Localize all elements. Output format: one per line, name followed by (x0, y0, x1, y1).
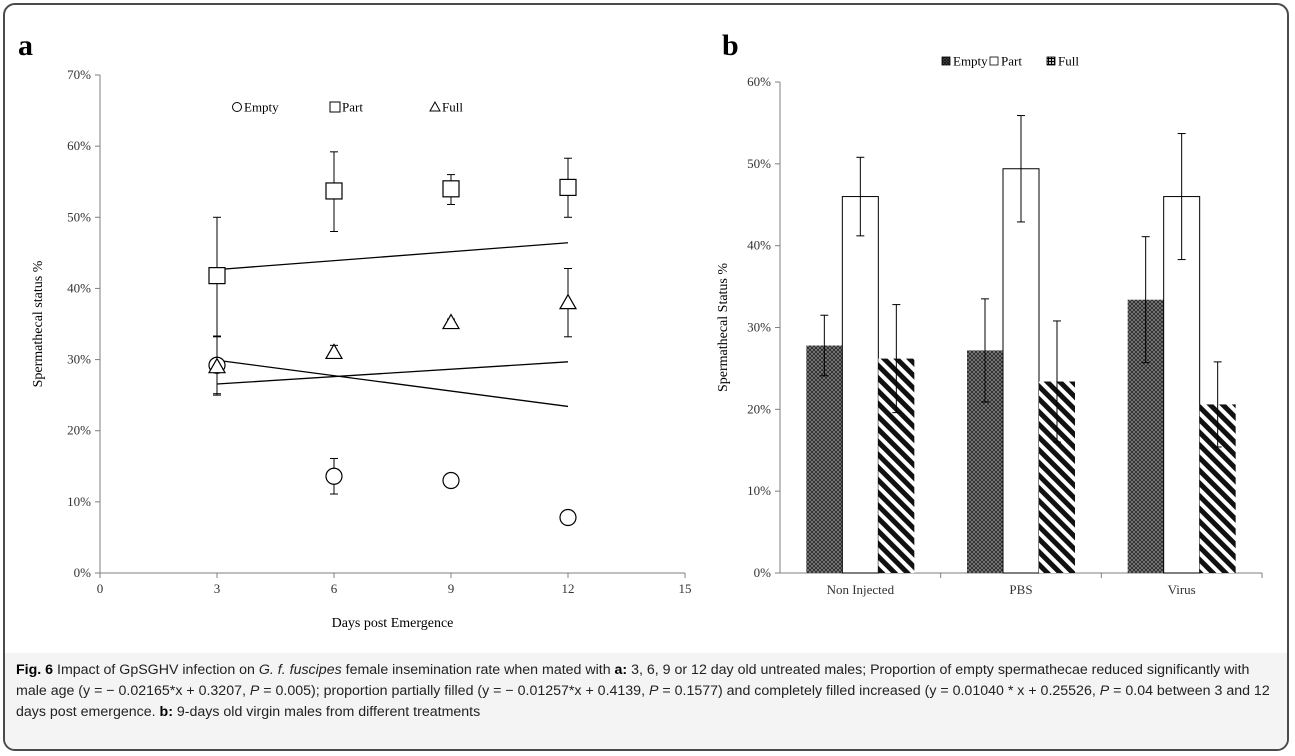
panel-b-legend-swatch (989, 56, 999, 66)
caption-text-4: = 0.005); proportion partially filled (y… (259, 683, 649, 699)
caption-text-6: = 0.04 between 3 and 12 days post emerge… (16, 683, 1270, 720)
panel-b-y-tick-label: 40% (747, 238, 771, 253)
panel-b-group-pbs (967, 115, 1075, 574)
panel-b-y-tick-label: 20% (747, 401, 771, 416)
panel-a-point (441, 313, 461, 330)
panel-b-bar-part (1002, 168, 1040, 574)
panel-b-group-non-injected (806, 156, 915, 574)
figure-caption: Fig. 6 Impact of GpSGHV infection on G. … (16, 660, 1280, 723)
panel-a-series-part (208, 151, 577, 337)
panel-b-legend-label: Part (1001, 54, 1022, 69)
panel-b-bar-empty (806, 345, 843, 573)
panel-b-legend-swatch (941, 56, 951, 66)
panel-b-y-tick-label: 0% (754, 565, 772, 580)
panel-a-point (442, 180, 460, 198)
caption-text-7: 9-days old virgin males from different t… (172, 704, 481, 720)
panel-a-point (325, 182, 343, 200)
panel-a-x-tick-label: 15 (679, 581, 692, 596)
panel-b-group-virus (1127, 133, 1236, 574)
caption-p-2: P (648, 683, 659, 699)
legend-square-marker (329, 101, 341, 113)
panel-a-point (207, 357, 227, 374)
panel-a-x-tick-label: 9 (448, 581, 455, 596)
panel-a-legend-label: Full (442, 100, 463, 115)
panel-a-legend-label: Empty (244, 100, 279, 115)
panel-a-chart: 0% 10% 20% 30% 40% 50% 60% 70% 0 3 6 9 12 15 Days post… (31, 67, 692, 631)
panel-a-trendline (216, 242, 569, 271)
caption-p-3: P (1099, 683, 1110, 699)
panel-b-y-tick-label: 30% (747, 320, 771, 335)
panel-b-chart: 0% 10% 20% 30% 40% 50% 60% Spermathecal Status … (716, 54, 1263, 597)
panel-b-x-tick-label: Virus (1168, 582, 1196, 597)
panel-a-point (325, 467, 343, 485)
panel-a-series-full (207, 268, 578, 396)
panel-a-y-tick-label: 70% (67, 67, 91, 82)
panel-a-y-axis-label: Spermathecal status % (31, 260, 46, 387)
panel-b-bar-part (841, 196, 879, 574)
panel-b-y-tick-label: 10% (747, 483, 771, 498)
caption-p-1: P (249, 683, 260, 699)
caption-b-label: b: (159, 704, 173, 720)
legend-circle-marker (232, 102, 242, 112)
panel-a-point (559, 508, 577, 527)
panel-a-y-tick-label: 40% (67, 280, 91, 295)
panel-b-legend: Empty Part Full (941, 54, 1079, 69)
panel-a-point (559, 178, 577, 197)
panel-a-y-tick-label: 60% (67, 138, 91, 153)
panel-a-y-tick-label: 10% (67, 494, 91, 509)
panel-a-trendline (216, 359, 569, 408)
panel-a-x-tick-label: 6 (331, 581, 338, 596)
panel-b-legend-label: Full (1058, 54, 1079, 69)
panel-a-legend-label: Part (342, 100, 363, 115)
panel-b-legend-swatch (1046, 56, 1056, 66)
panel-a-x-tick-label: 12 (562, 581, 575, 596)
panel-b-letter: b (722, 29, 739, 62)
panel-a-x-axis-label: Days post Emergence (332, 616, 454, 631)
panel-a-x-tick-label: 3 (214, 581, 221, 596)
caption-fig-label: Fig. 6 (16, 662, 54, 678)
panel-a-letter: a (18, 29, 33, 62)
panel-a-point (324, 343, 344, 360)
panel-b-x-tick-label: PBS (1009, 582, 1032, 597)
caption-text-1: Impact of GpSGHV infection on (53, 662, 259, 678)
caption-text-5: = 0.1577) and completely filled increase… (658, 683, 1100, 699)
panel-b-y-tick-label: 60% (747, 74, 771, 89)
panel-a-y-tick-label: 30% (67, 352, 91, 367)
panel-b-y-tick-label: 50% (747, 156, 771, 171)
panel-a-point (558, 293, 578, 310)
panel-a-y-tick-label: 50% (67, 209, 91, 224)
panel-a-point (442, 471, 460, 490)
panel-a-trendline (216, 361, 569, 385)
caption-background (5, 653, 1287, 749)
panel-b-legend-label: Empty (953, 54, 988, 69)
panel-a-x-tick-label: 0 (97, 581, 104, 596)
panel-b-x-tick-label: Non Injected (827, 582, 895, 597)
legend-triangle-marker (429, 100, 441, 112)
caption-text-3: 3, 6, 9 or 12 day old untreated males; P… (16, 662, 1250, 699)
caption-species: G. f. fuscipes (258, 662, 342, 678)
panel-a-point (208, 267, 226, 285)
caption-text-2: female insemination rate when mated with (341, 662, 615, 678)
panel-a-y-tick-label: 20% (67, 423, 91, 438)
caption-a-label: a: (614, 662, 628, 678)
panel-b-y-axis-label: Spermathecal Status % (716, 263, 731, 392)
panel-a-legend: Empty Part Full (232, 100, 463, 115)
panel-a-y-tick-label: 0% (74, 565, 92, 580)
